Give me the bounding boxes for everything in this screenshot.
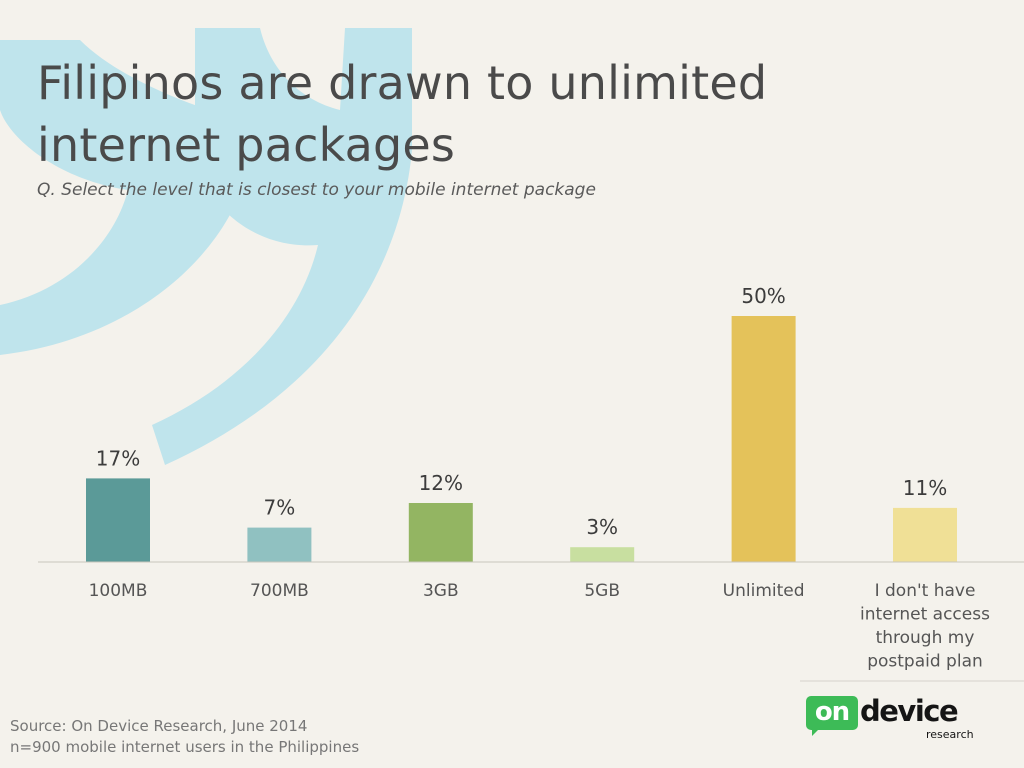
on-device-research-logo: on device research bbox=[806, 690, 976, 748]
source-note: Source: On Device Research, June 2014 n=… bbox=[10, 716, 359, 758]
x-tick-label-line: internet access bbox=[860, 605, 990, 625]
bar-value-label: 12% bbox=[419, 471, 463, 495]
bar-value-label: 17% bbox=[96, 446, 140, 470]
quote-mark-right bbox=[152, 28, 412, 465]
bar bbox=[731, 316, 796, 562]
bar bbox=[893, 507, 957, 562]
bar bbox=[408, 503, 473, 562]
x-tick-label: 5GB bbox=[584, 581, 620, 601]
x-tick-label-line: 100MB bbox=[89, 581, 148, 601]
bar bbox=[86, 478, 150, 562]
x-tick-label: I don't have internet access through my pos… bbox=[860, 581, 990, 672]
bar-value-label: 11% bbox=[903, 476, 947, 500]
source-line: Source: On Device Research, June 2014 bbox=[10, 717, 308, 735]
x-tick-label-line: 3GB bbox=[423, 581, 459, 601]
x-tick-label: 100MB bbox=[89, 581, 148, 601]
x-tick-label-line: 700MB bbox=[250, 581, 309, 601]
logo-wordmark: device bbox=[860, 694, 959, 728]
x-tick-label-line: 5GB bbox=[584, 581, 620, 601]
logo-subtext: research bbox=[926, 728, 974, 741]
bar-value-label: 50% bbox=[741, 284, 785, 308]
bar bbox=[570, 547, 635, 562]
x-tick-label-line: I don't have bbox=[875, 581, 976, 601]
x-tick-label: 3GB bbox=[423, 581, 459, 601]
x-tick-label-line: postpaid plan bbox=[867, 652, 983, 672]
x-tick-label: Unlimited bbox=[723, 581, 805, 601]
sample-size-line: n=900 mobile internet users in the Phili… bbox=[10, 738, 360, 756]
bars-layer: 17% 100MB 7% 700MB 12% 3GB 3% 5GB 50% Unlimited 11… bbox=[86, 284, 990, 672]
x-tick-label-line: Unlimited bbox=[723, 581, 805, 601]
bar-value-label: 7% bbox=[264, 496, 296, 520]
logo-badge: on bbox=[806, 696, 858, 730]
x-tick-label-line: through my bbox=[876, 628, 975, 648]
x-tick-label: 700MB bbox=[250, 581, 309, 601]
quote-mark-left bbox=[0, 40, 245, 355]
page-title: Filipinos are drawn to unlimited interne… bbox=[37, 56, 768, 172]
bar bbox=[247, 527, 312, 562]
page-subtitle: Q. Select the level that is closest to y… bbox=[37, 180, 596, 200]
bar-value-label: 3% bbox=[586, 515, 618, 539]
logo-speech-tail bbox=[812, 728, 820, 736]
